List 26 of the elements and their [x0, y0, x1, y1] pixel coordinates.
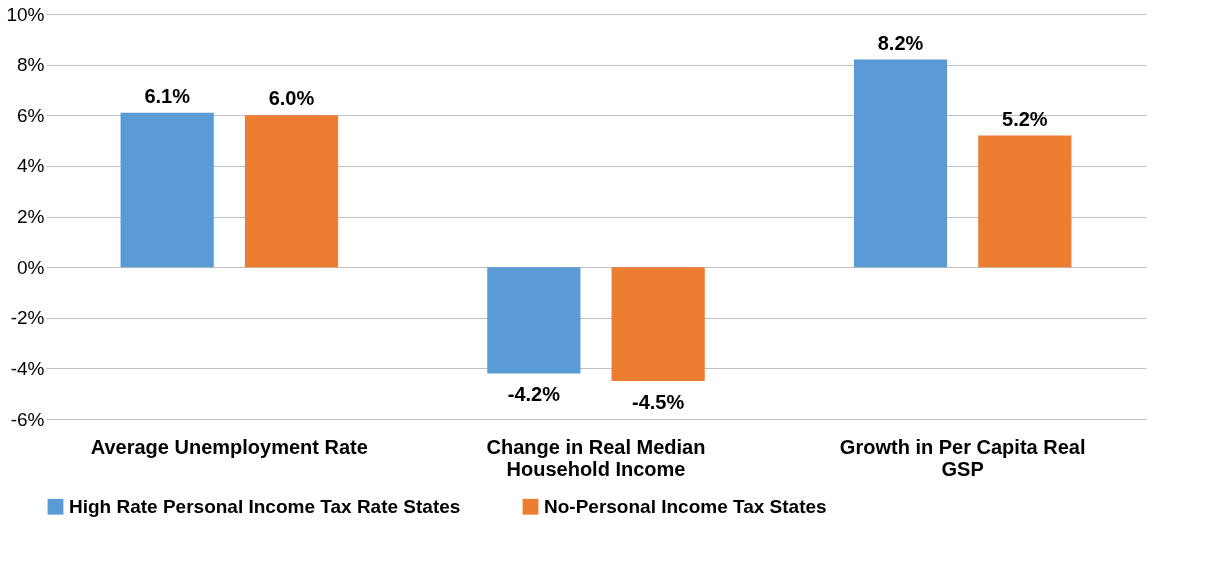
y-tick-label: 6%: [17, 104, 45, 126]
y-tick-label: -6%: [10, 408, 45, 430]
bar: [853, 59, 948, 268]
bar: [120, 112, 214, 268]
legend-label: High Rate Personal Income Tax Rate States: [69, 495, 461, 517]
legend-label: No-Personal Income Tax States: [544, 495, 827, 517]
bar: [487, 267, 581, 374]
data-label: -4.5%: [632, 391, 685, 414]
data-label: 8.2%: [877, 31, 924, 54]
y-tick-label: -4%: [10, 357, 45, 379]
y-tick-label: 0%: [17, 256, 45, 278]
x-tick-label: Change in Real Median Household Income: [486, 435, 706, 480]
y-tick-label: 8%: [17, 54, 45, 76]
x-tick-label: Average Unemployment Rate: [90, 435, 368, 458]
y-tick-label: -2%: [10, 307, 45, 329]
bar: [244, 115, 339, 268]
y-tick-label: 4%: [17, 155, 45, 177]
data-label: 6.1%: [144, 84, 191, 107]
data-label: -4.2%: [507, 383, 561, 406]
data-label: 5.2%: [1002, 107, 1048, 130]
data-label: 6.0%: [268, 87, 315, 110]
y-tick-label: 10%: [6, 3, 45, 25]
bar: [978, 135, 1072, 268]
x-tick-label: Growth in Per Capita Real GSP: [839, 435, 1086, 480]
y-tick-label: 2%: [17, 206, 45, 227]
bar: [611, 267, 705, 382]
